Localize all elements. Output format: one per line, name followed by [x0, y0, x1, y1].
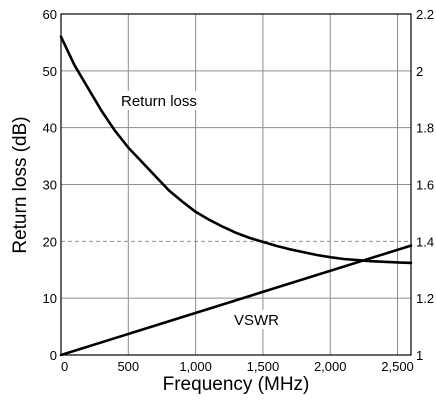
y-tick-label: 20 — [43, 234, 57, 249]
annotation-return-loss-box: Return loss — [118, 91, 208, 110]
x-tick-label: 1,000 — [179, 359, 212, 374]
y-axis-title: Return loss (dB) — [10, 116, 31, 253]
x-axis-title: Frequency (MHz) — [163, 374, 310, 395]
x-tick-label: 0 — [61, 359, 68, 374]
y2-tick-label: 1.4 — [416, 234, 434, 249]
y2-tick-label: 1.8 — [416, 121, 434, 136]
grid — [61, 14, 411, 355]
y2-tick-label: 1.2 — [416, 291, 434, 306]
x-tick-label: 500 — [117, 359, 139, 374]
x-tick-label: 1,500 — [247, 359, 280, 374]
series-layer — [59, 35, 413, 357]
return-loss-line — [59, 35, 413, 265]
y2-tick-label: 2.2 — [416, 7, 434, 22]
x-tick-label: 2,500 — [381, 359, 414, 374]
y-tick-label: 10 — [43, 291, 57, 306]
annotation-return-loss: Return loss — [121, 93, 197, 110]
vswr-line — [59, 244, 413, 357]
y-tick-label: 30 — [43, 178, 57, 193]
y-tick-label: 0 — [50, 348, 57, 363]
annotation-vswr: VSWR — [234, 312, 279, 329]
ticks-layer: 0 500 1,000 1,500 2,000 2,500 0 10 20 30 40 50 60 1 1.… — [43, 7, 435, 374]
y-tick-label: 60 — [43, 7, 57, 22]
y2-tick-label: 1 — [416, 348, 423, 363]
plot-frame — [60, 13, 412, 356]
y2-tick-label: 1.6 — [416, 178, 434, 193]
y-tick-label: 40 — [43, 121, 57, 136]
annotation-vswr-box: VSWR — [230, 310, 282, 329]
y2-tick-label: 2 — [416, 64, 423, 79]
x-tick-label: 2,000 — [314, 359, 347, 374]
y-tick-label: 50 — [43, 64, 57, 79]
